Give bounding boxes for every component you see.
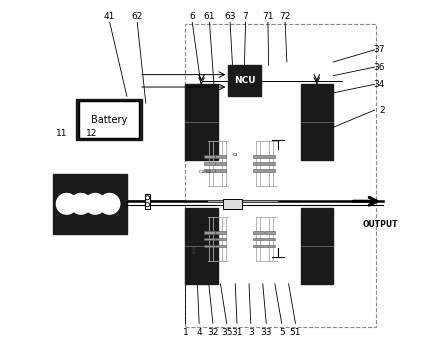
Text: 6: 6	[190, 12, 195, 21]
Bar	[264, 245, 275, 247]
Bar	[229, 65, 261, 96]
Bar	[253, 245, 264, 247]
Bar	[264, 162, 275, 165]
Text: 62: 62	[132, 12, 143, 21]
Bar	[204, 162, 214, 165]
Text: 35: 35	[221, 328, 233, 337]
Circle shape	[99, 194, 120, 214]
Text: 33: 33	[260, 328, 272, 337]
Bar	[204, 155, 214, 158]
Text: 4: 4	[196, 328, 202, 337]
Text: OUTPUT: OUTPUT	[363, 220, 398, 229]
Text: C3: C3	[233, 153, 238, 157]
Text: 3: 3	[248, 328, 253, 337]
Text: 2: 2	[379, 106, 385, 115]
Bar	[215, 231, 225, 234]
Bar	[253, 155, 264, 158]
Bar	[215, 162, 225, 165]
Text: 12: 12	[85, 129, 97, 138]
Bar	[53, 174, 127, 234]
Text: 63: 63	[224, 12, 236, 21]
Bar	[253, 238, 264, 240]
Text: 31: 31	[231, 328, 243, 337]
Bar	[145, 194, 150, 209]
Bar	[301, 208, 333, 284]
Bar	[185, 24, 376, 327]
Circle shape	[70, 194, 91, 214]
Text: C1
C2: C1 C2	[192, 247, 196, 255]
Bar	[215, 238, 225, 240]
Bar	[204, 231, 214, 234]
Bar	[264, 155, 275, 158]
Bar	[253, 231, 264, 234]
Text: 41: 41	[104, 12, 115, 21]
Circle shape	[145, 203, 150, 207]
Bar	[264, 231, 275, 234]
Text: Battery: Battery	[91, 115, 127, 125]
Bar	[79, 101, 139, 138]
Bar	[76, 99, 142, 140]
Text: 51: 51	[290, 328, 301, 337]
Bar	[185, 84, 218, 160]
Bar	[215, 169, 225, 172]
Text: 72: 72	[280, 12, 291, 21]
Bar	[223, 199, 242, 209]
Bar	[264, 169, 275, 172]
Circle shape	[145, 196, 150, 200]
Text: 34: 34	[373, 80, 385, 89]
Bar	[264, 238, 275, 240]
Text: 1: 1	[183, 328, 188, 337]
Bar	[204, 238, 214, 240]
Text: 5: 5	[279, 328, 284, 337]
Bar	[215, 155, 225, 158]
Text: 32: 32	[207, 328, 218, 337]
Circle shape	[85, 194, 105, 214]
Bar	[215, 245, 225, 247]
Text: 36: 36	[373, 63, 385, 72]
Bar	[253, 169, 264, 172]
Bar	[204, 245, 214, 247]
Bar	[204, 169, 214, 172]
Text: 71: 71	[262, 12, 274, 21]
Bar	[185, 208, 218, 284]
Text: C2 C1: C2 C1	[199, 170, 211, 174]
Text: 61: 61	[204, 12, 215, 21]
Text: NCU: NCU	[234, 76, 256, 85]
Circle shape	[56, 194, 77, 214]
Text: 11: 11	[56, 129, 68, 138]
Bar	[253, 162, 264, 165]
Bar	[301, 84, 333, 160]
Text: 37: 37	[373, 45, 385, 54]
Text: 7: 7	[243, 12, 249, 21]
